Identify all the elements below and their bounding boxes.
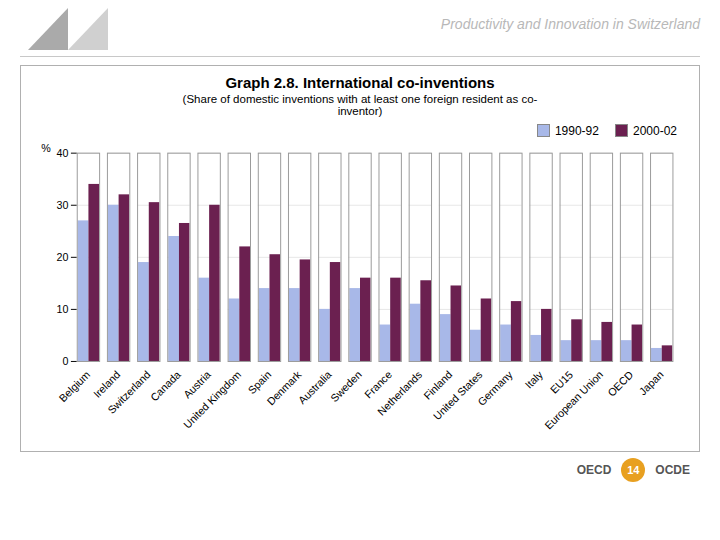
svg-text:20: 20 [57, 251, 69, 263]
svg-text:France: France [362, 368, 394, 401]
svg-text:40: 40 [57, 147, 69, 159]
svg-text:Italy: Italy [523, 368, 546, 391]
svg-text:Spain: Spain [245, 368, 273, 396]
svg-text:Australia: Australia [296, 368, 334, 406]
svg-text:%: % [41, 142, 51, 154]
svg-text:10: 10 [57, 303, 69, 315]
html-text:2000-02: 2000-02 [633, 124, 677, 138]
svg-text:Belgium: Belgium [56, 368, 92, 404]
html-text:Productivity and Innovation in: Productivity and Innovation in Switzerla… [440, 16, 700, 32]
svg-text:Canada: Canada [148, 368, 183, 403]
svg-text:Germany: Germany [475, 368, 515, 408]
html-text:1990-92: 1990-92 [554, 124, 599, 138]
svg-text:United States: United States [431, 368, 485, 422]
html-text:OCDE: OCDE [655, 462, 690, 477]
svg-text:30: 30 [57, 199, 69, 211]
html-text:Graph 2.8. International co-in: Graph 2.8. International co-inventions [225, 74, 495, 91]
html-text:OECD: OECD [576, 462, 612, 477]
svg-text:Sweden: Sweden [328, 368, 364, 404]
svg-text:Austria: Austria [181, 368, 213, 401]
svg-text:OECD: OECD [605, 368, 636, 399]
svg-text:European Union: European Union [542, 368, 605, 431]
html-text:(Share of domestic inventions: (Share of domestic inventions with at le… [182, 93, 538, 117]
svg-text:Finland: Finland [421, 368, 455, 402]
svg-text:Japan: Japan [637, 368, 666, 397]
svg-text:Denmark: Denmark [264, 368, 304, 408]
svg-text:Switzerland: Switzerland [105, 368, 153, 416]
svg-text:Ireland: Ireland [90, 368, 123, 400]
svg-text:EU15: EU15 [548, 368, 575, 395]
svg-text:United Kingdom: United Kingdom [181, 368, 243, 430]
svg-text:0: 0 [63, 355, 69, 367]
svg-text:Netherlands: Netherlands [375, 368, 424, 417]
html-text:14: 14 [627, 463, 640, 476]
